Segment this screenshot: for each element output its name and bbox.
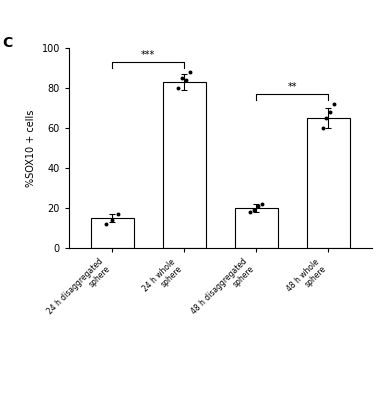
- Point: [187, 69, 193, 75]
- Point: [183, 77, 189, 83]
- Bar: [163, 82, 206, 248]
- Y-axis label: %SOX10 + cells: %SOX10 + cells: [26, 109, 36, 187]
- Point: [109, 217, 115, 223]
- Point: [103, 221, 110, 227]
- Text: **: **: [288, 82, 297, 92]
- Point: [115, 211, 121, 217]
- Point: [327, 109, 333, 115]
- Point: [319, 125, 326, 131]
- Text: C: C: [2, 36, 13, 50]
- Point: [247, 209, 254, 215]
- Text: ***: ***: [141, 50, 155, 60]
- Bar: [307, 118, 350, 248]
- Point: [179, 75, 185, 81]
- Bar: [90, 218, 134, 248]
- Point: [323, 115, 329, 121]
- Point: [259, 201, 265, 207]
- Point: [251, 207, 257, 213]
- Bar: [235, 208, 278, 248]
- Point: [255, 203, 261, 209]
- Point: [331, 101, 337, 107]
- Point: [175, 85, 182, 91]
